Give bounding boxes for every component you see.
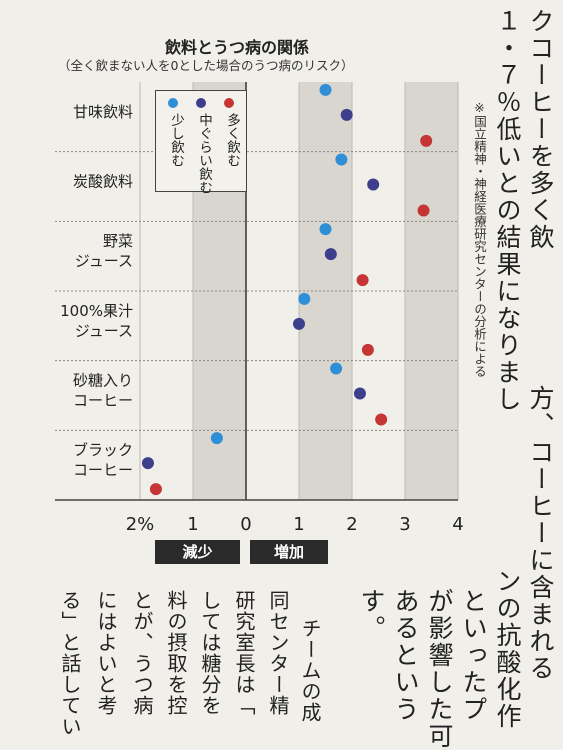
- article-column: す。: [357, 588, 386, 642]
- data-point: [367, 178, 380, 191]
- decrease-badge: 減少: [155, 540, 240, 564]
- data-point: [293, 317, 305, 330]
- chart-subtitle: （全く飲まない人を0とした場合のうつ病のリスク）: [58, 58, 354, 73]
- legend-label-medium: 中ぐらい飲む: [196, 113, 212, 194]
- category-label: 炭酸飲料: [73, 173, 133, 191]
- category-label: コーヒー: [73, 392, 133, 410]
- data-point: [340, 108, 353, 121]
- data-point: [361, 343, 374, 356]
- data-point: [420, 134, 433, 147]
- legend-dot-medium: [196, 98, 206, 108]
- article-column: 同センター精: [266, 590, 290, 716]
- article-column: １・７％低いとの結果になりまし: [493, 8, 522, 413]
- data-point: [210, 432, 223, 445]
- article-column: といったプ: [459, 588, 488, 723]
- chart-source-note: ※国立精神・神経医療研究センターの分析による: [472, 100, 487, 378]
- category-label: 砂糖入り: [73, 372, 133, 390]
- article-column: 研究室長は「: [232, 590, 256, 716]
- data-point: [324, 248, 337, 261]
- x-tick-label: 2: [346, 514, 357, 535]
- article-column: しては糖分を: [198, 590, 222, 716]
- data-point: [319, 83, 332, 96]
- article-column: チームの成: [298, 618, 322, 723]
- category-label: 100%果汁: [60, 302, 133, 320]
- category-label: ジュース: [75, 322, 133, 340]
- x-tick-label: 2%: [126, 514, 155, 535]
- x-tick-label: 1: [187, 514, 198, 535]
- category-label: コーヒー: [73, 461, 133, 479]
- data-point: [149, 483, 162, 496]
- article-column: クコーヒーを多く飲: [526, 8, 555, 251]
- legend-dot-many: [224, 98, 234, 108]
- x-tick-label: 1: [293, 514, 304, 535]
- chart-title: 飲料とうつ病の関係: [165, 38, 310, 57]
- category-label: ブラック: [73, 441, 133, 459]
- article-column: 料の摂取を控: [164, 590, 188, 716]
- x-tick-label: 4: [452, 514, 463, 535]
- article-column: ンの抗酸化作: [493, 568, 522, 730]
- data-point: [330, 362, 343, 375]
- data-point: [298, 292, 311, 305]
- article-column: にはよいと考: [94, 590, 118, 716]
- category-label: 甘味飲料: [73, 103, 133, 121]
- data-point: [375, 413, 388, 426]
- category-label: ジュース: [75, 252, 133, 270]
- category-label: 野菜: [103, 232, 133, 250]
- data-point: [141, 457, 154, 470]
- chart-legend: 多く飲む 中ぐらい飲む 少し飲む: [155, 90, 247, 194]
- data-point: [335, 153, 348, 166]
- data-point: [353, 387, 366, 400]
- increase-badge: 増加: [250, 540, 328, 564]
- article-column: 方、コーヒーに含まれる: [526, 385, 555, 682]
- article-column: あるという: [391, 588, 420, 723]
- data-point: [356, 274, 369, 287]
- x-tick-label: 3: [399, 514, 410, 535]
- article-column: とが、うつ病: [130, 590, 154, 716]
- x-tick-label: 0: [240, 514, 251, 535]
- legend-label-little: 少し飲む: [168, 113, 184, 167]
- article-column: が影響した可: [425, 588, 454, 750]
- legend-dot-little: [168, 98, 178, 108]
- article-column: る」と話してい: [58, 590, 82, 737]
- data-point: [319, 223, 332, 236]
- data-point: [417, 204, 430, 217]
- legend-label-many: 多く飲む: [224, 113, 240, 167]
